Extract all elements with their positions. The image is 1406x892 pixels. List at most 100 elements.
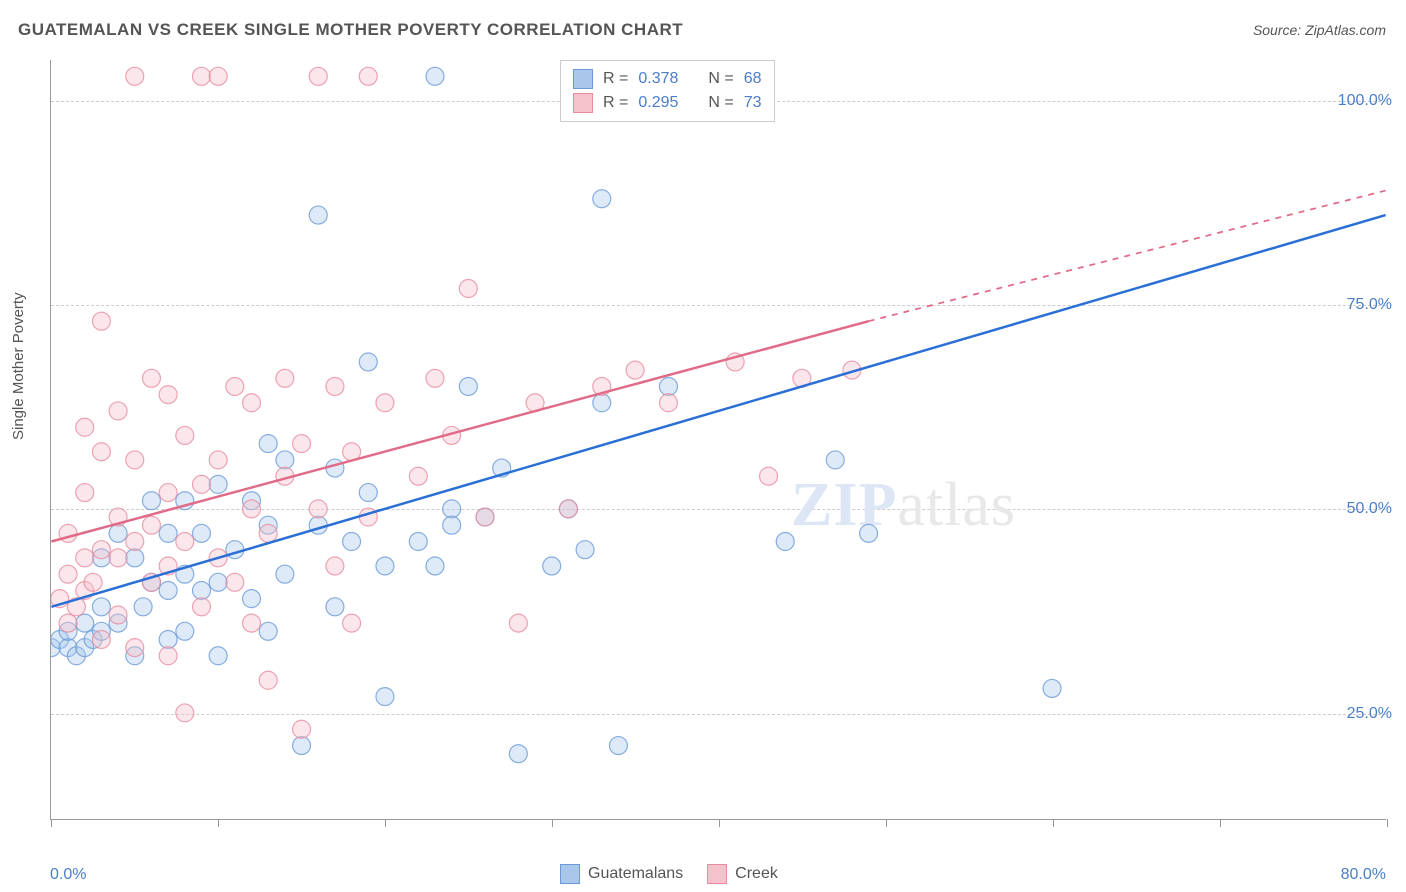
data-point-guatemalans [409, 533, 427, 551]
data-point-creek [426, 369, 444, 387]
data-point-guatemalans [192, 524, 210, 542]
data-point-creek [243, 394, 261, 412]
data-point-guatemalans [543, 557, 561, 575]
data-point-guatemalans [92, 598, 110, 616]
data-point-creek [343, 614, 361, 632]
legend-bottom: Guatemalans Creek [560, 864, 778, 884]
legend-n-label: N = [708, 67, 733, 91]
x-tick-label: 80.0% [1341, 866, 1386, 884]
data-point-creek [76, 484, 94, 502]
plot-svg [51, 60, 1386, 819]
data-point-creek [459, 280, 477, 298]
data-point-guatemalans [309, 206, 327, 224]
data-point-creek [126, 67, 144, 85]
data-point-guatemalans [209, 475, 227, 493]
chart-title: GUATEMALAN VS CREEK SINGLE MOTHER POVERT… [18, 20, 683, 40]
data-point-guatemalans [343, 533, 361, 551]
x-tick [1053, 819, 1054, 827]
data-point-creek [309, 500, 327, 518]
x-tick [1387, 819, 1388, 827]
data-point-creek [92, 312, 110, 330]
data-point-guatemalans [609, 737, 627, 755]
source-label: Source: ZipAtlas.com [1253, 22, 1386, 38]
x-tick [886, 819, 887, 827]
legend-bottom-label: Guatemalans [588, 865, 683, 883]
data-point-creek [76, 418, 94, 436]
data-point-guatemalans [109, 524, 127, 542]
data-point-creek [192, 598, 210, 616]
data-point-guatemalans [326, 598, 344, 616]
data-point-creek [159, 484, 177, 502]
data-point-creek [243, 614, 261, 632]
data-point-creek [209, 67, 227, 85]
data-point-creek [59, 614, 77, 632]
data-point-creek [76, 549, 94, 567]
data-point-creek [92, 443, 110, 461]
data-point-guatemalans [159, 581, 177, 599]
data-point-guatemalans [293, 737, 311, 755]
plot-area: ZIPatlas [50, 60, 1386, 820]
legend-r-value: 0.378 [638, 67, 678, 91]
data-point-guatemalans [359, 353, 377, 371]
data-point-creek [84, 573, 102, 591]
data-point-creek [176, 704, 194, 722]
trend-line-dashed-creek [869, 191, 1386, 322]
data-point-guatemalans [276, 565, 294, 583]
legend-swatch-creek [707, 864, 727, 884]
legend-r-label: R = [603, 91, 628, 115]
data-point-creek [293, 435, 311, 453]
y-axis-label: Single Mother Poverty [10, 292, 27, 440]
legend-swatch-creek [573, 93, 593, 113]
data-point-guatemalans [142, 492, 160, 510]
data-point-creek [276, 369, 294, 387]
data-point-guatemalans [159, 630, 177, 648]
data-point-guatemalans [443, 500, 461, 518]
legend-n-value: 68 [744, 67, 762, 91]
data-point-guatemalans [426, 67, 444, 85]
data-point-creek [226, 573, 244, 591]
legend-n-value: 73 [744, 91, 762, 115]
x-tick [719, 819, 720, 827]
x-tick [1220, 819, 1221, 827]
legend-bottom-label: Creek [735, 865, 778, 883]
data-point-creek [476, 508, 494, 526]
legend-bottom-item-guatemalans: Guatemalans [560, 864, 683, 884]
data-point-creek [659, 394, 677, 412]
data-point-creek [192, 67, 210, 85]
data-point-creek [226, 377, 244, 395]
data-point-creek [176, 533, 194, 551]
legend-bottom-item-creek: Creek [707, 864, 778, 884]
data-point-guatemalans [159, 524, 177, 542]
legend-swatch-guatemalans [573, 69, 593, 89]
chart-container: GUATEMALAN VS CREEK SINGLE MOTHER POVERT… [0, 0, 1406, 892]
data-point-creek [126, 639, 144, 657]
data-point-guatemalans [276, 451, 294, 469]
data-point-guatemalans [426, 557, 444, 575]
data-point-creek [309, 67, 327, 85]
data-point-guatemalans [243, 590, 261, 608]
data-point-guatemalans [259, 435, 277, 453]
data-point-creek [376, 394, 394, 412]
data-point-creek [409, 467, 427, 485]
x-tick [552, 819, 553, 827]
x-tick [385, 819, 386, 827]
data-point-guatemalans [826, 451, 844, 469]
x-tick-label: 0.0% [50, 866, 86, 884]
data-point-creek [243, 500, 261, 518]
data-point-guatemalans [593, 190, 611, 208]
legend-swatch-guatemalans [560, 864, 580, 884]
legend-r-label: R = [603, 67, 628, 91]
x-tick [218, 819, 219, 827]
data-point-creek [92, 541, 110, 559]
data-point-guatemalans [176, 622, 194, 640]
data-point-creek [559, 500, 577, 518]
data-point-guatemalans [509, 745, 527, 763]
data-point-guatemalans [126, 549, 144, 567]
data-point-creek [109, 402, 127, 420]
data-point-creek [293, 720, 311, 738]
data-point-creek [109, 606, 127, 624]
data-point-creek [176, 426, 194, 444]
data-point-guatemalans [192, 581, 210, 599]
data-point-creek [209, 451, 227, 469]
data-point-creek [359, 67, 377, 85]
